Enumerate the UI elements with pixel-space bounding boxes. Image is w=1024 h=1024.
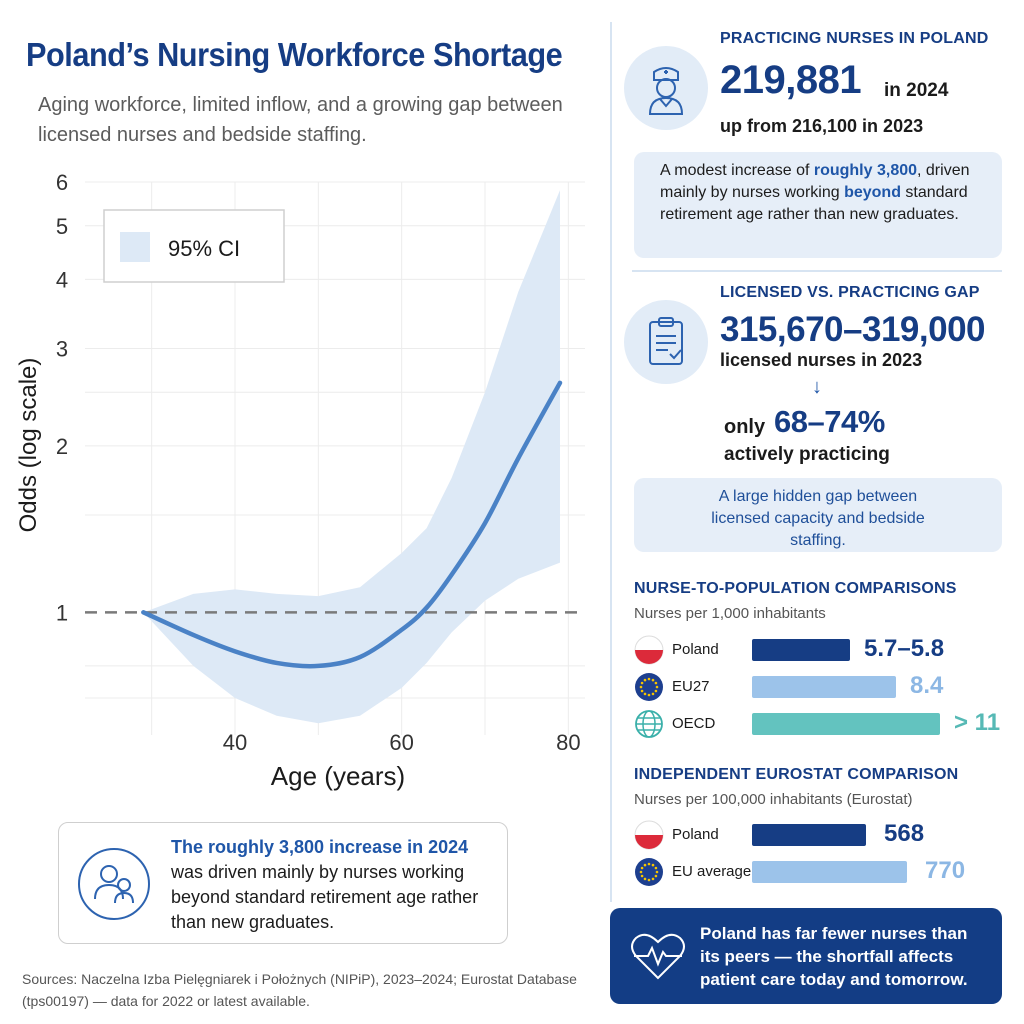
poland-flag-icon <box>634 820 664 850</box>
gap-heading: LICENSED VS. PRACTICING GAP <box>720 284 980 301</box>
gap-percent: 68–74% <box>774 404 885 439</box>
value-bar <box>752 639 850 661</box>
callout-body: was driven mainly by nurses working beyo… <box>171 862 479 932</box>
x-tick-label: 60 <box>389 730 413 755</box>
callout-text: The roughly 3,800 increase in 2024 was d… <box>171 835 501 935</box>
x-tick-labels: 40 60 80 <box>223 730 581 755</box>
country-label: Poland <box>672 826 719 843</box>
bar-value-label: 5.7–5.8 <box>864 635 945 662</box>
chart-legend: 95% CI <box>103 209 285 283</box>
clipboard-icon-circle <box>624 300 708 384</box>
value-bar <box>752 861 907 883</box>
legend-swatch <box>120 232 150 262</box>
nurse-icon-circle <box>624 46 708 130</box>
series-line <box>141 380 563 669</box>
globe-icon <box>634 709 664 739</box>
column-divider <box>610 22 612 902</box>
y-tick-label: 5 <box>56 214 68 239</box>
odds-chart: 1 2 3 4 5 6 40 60 80 Age (years) Odds (log scal… <box>15 170 585 791</box>
value-bar <box>752 824 866 846</box>
bar-value-label: 568 <box>884 820 925 847</box>
note-text-1: A modest increase of <box>660 162 814 179</box>
sources-text: Sources: Naczelna Izba Pielęgniarek i Po… <box>22 971 577 1009</box>
x-tick-label: 40 <box>223 730 247 755</box>
y-axis-label: Odds (log scale) <box>15 358 42 533</box>
callout-highlight: The roughly 3,800 increase in 2024 <box>171 837 469 857</box>
gap-value: 315,670–319,000 <box>720 310 986 349</box>
y-tick-label: 2 <box>56 434 68 459</box>
callout-box: The roughly 3,800 increase in 2024 was d… <box>58 822 508 944</box>
x-tick-label: 80 <box>556 730 580 755</box>
note-highlight-2: beyond <box>844 184 901 201</box>
practicing-note: A modest increase of roughly 3,800, driv… <box>634 152 1002 258</box>
footer-banner: Poland has far fewer nurses than its pee… <box>610 908 1002 1004</box>
y-tick-label: 3 <box>56 336 68 361</box>
page-title: Poland’s Nursing Workforce Shortage <box>26 36 563 73</box>
eu-flag-icon <box>634 857 664 887</box>
gap-active: actively practicing <box>724 444 890 465</box>
ci-band <box>143 190 561 724</box>
footer-text: Poland has far fewer nurses than its pee… <box>700 924 968 989</box>
practicing-value: 219,881 <box>720 58 862 102</box>
bar-value-label: 770 <box>925 857 966 884</box>
poland-flag-icon <box>634 635 664 665</box>
people-icon <box>78 848 150 920</box>
gap-note: A large hidden gap between licensed capa… <box>634 478 1002 552</box>
heartbeat-icon <box>631 933 685 980</box>
eu-flag-icon <box>634 672 664 702</box>
bar-value-label: > 11 <box>954 709 1001 736</box>
value-bar <box>752 676 896 698</box>
down-arrow-icon: ↓ <box>812 376 822 398</box>
country-label: Poland <box>672 641 719 658</box>
country-label: EU average <box>672 863 752 880</box>
practicing-year: in 2024 <box>884 80 949 101</box>
note-text-2: , driven mainly by nurses working <box>660 162 970 201</box>
country-label: OECD <box>672 715 716 732</box>
x-axis-label: Age (years) <box>271 761 405 791</box>
section-divider-1 <box>632 270 1002 272</box>
y-tick-labels: 1 2 3 4 5 6 <box>56 170 68 625</box>
y-tick-label: 1 <box>56 600 68 625</box>
gap-sub: licensed nurses in 2023 <box>720 350 923 370</box>
practicing-heading: PRACTICING NURSES IN POLAND <box>720 30 989 47</box>
note-highlight-1: roughly 3,800 <box>813 162 918 179</box>
eurostat-sub: Nurses per 100,000 inhabitants (Eurostat… <box>634 791 913 808</box>
comparisons-heading: NURSE-TO-POPULATION COMPARISONS <box>634 580 957 597</box>
page-subtitle: Aging workforce, limited inflow, and a g… <box>38 94 563 146</box>
note-text-3: standard retirement age rather than new … <box>660 184 968 223</box>
bar-value-label: 8.4 <box>910 672 944 699</box>
practicing-prev: up from 216,100 in 2023 <box>720 116 924 136</box>
nurse-icon <box>648 67 684 115</box>
country-label: EU27 <box>672 678 710 695</box>
value-bar <box>752 713 940 735</box>
gap-only: only <box>724 416 766 438</box>
legend-label: 95% CI <box>168 236 240 261</box>
y-tick-label: 6 <box>56 170 68 195</box>
eurostat-heading: INDEPENDENT EUROSTAT COMPARISON <box>634 766 959 783</box>
y-tick-label: 4 <box>56 267 68 292</box>
clipboard-icon <box>649 317 683 365</box>
comparisons-sub: Nurses per 1,000 inhabitants <box>634 605 826 622</box>
